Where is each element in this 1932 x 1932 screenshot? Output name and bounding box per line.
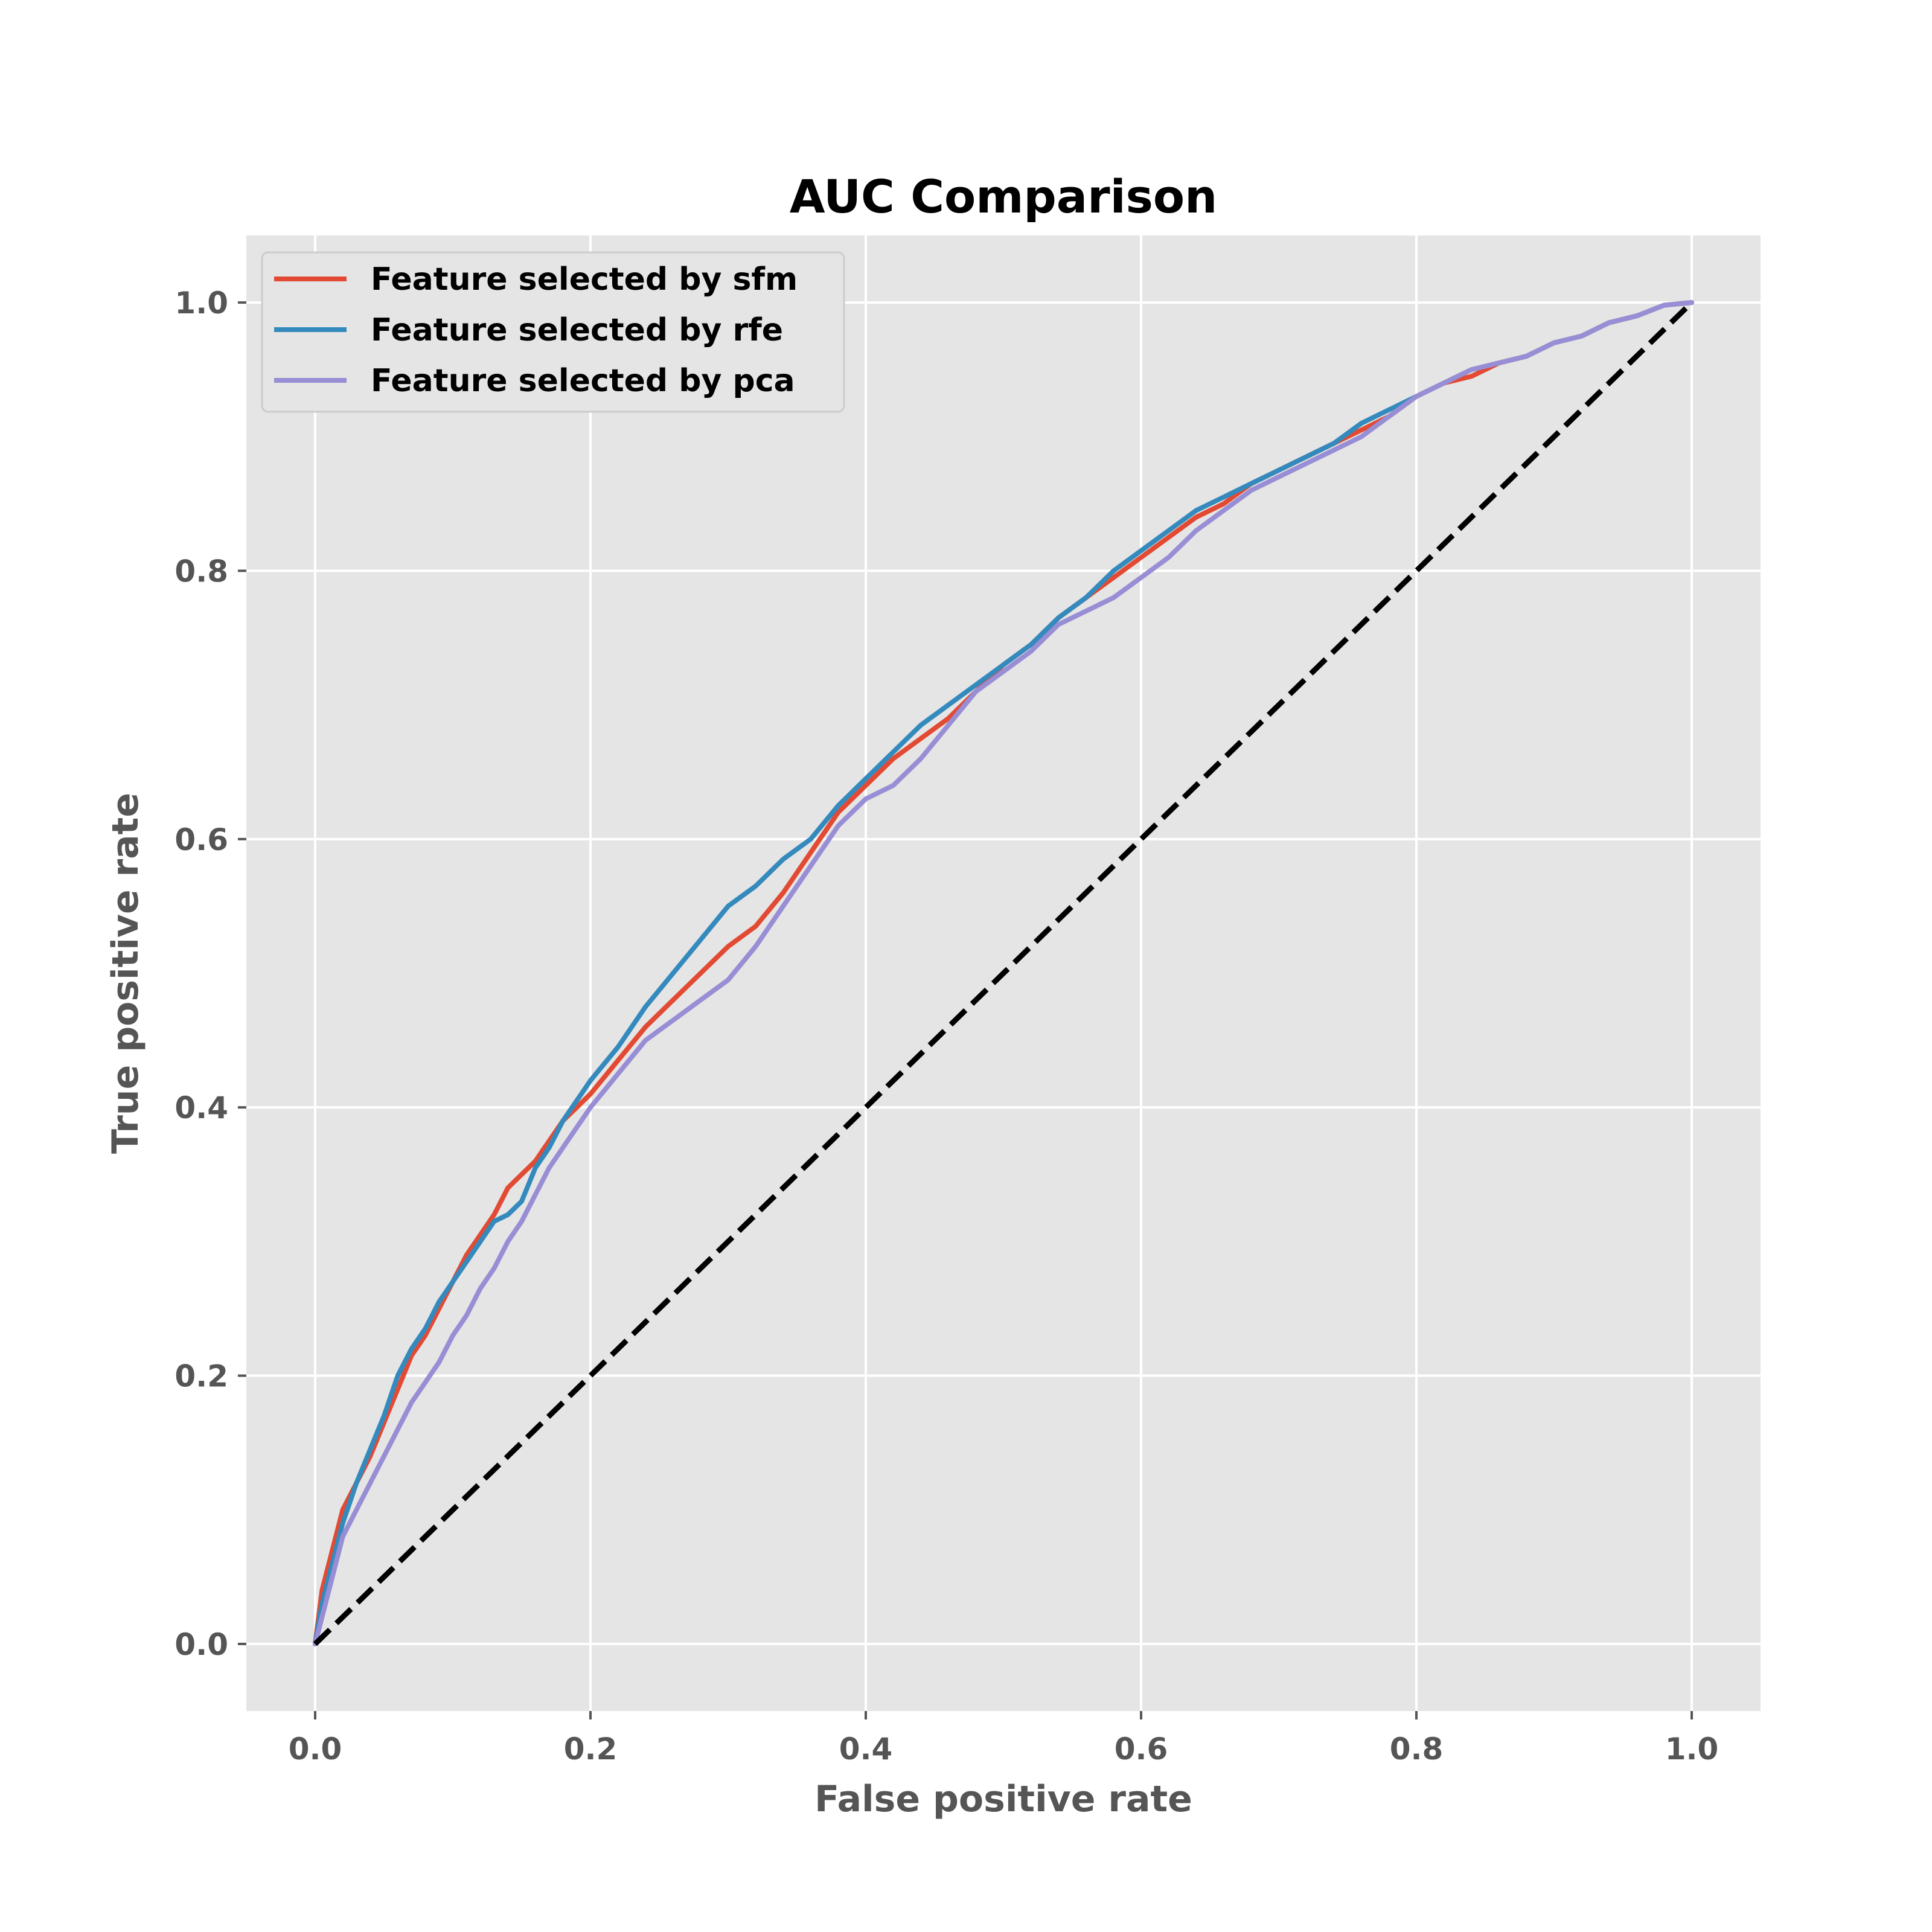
legend-label: Feature selected by rfe (371, 312, 783, 348)
series-line-3 (313, 300, 1694, 1646)
y-tick-label: 0.8 (174, 554, 228, 589)
legend-label: Feature selected by sfm (371, 261, 798, 298)
legend: Feature selected by sfm Feature selected … (261, 251, 845, 413)
x-axis-label: False positive rate (814, 1778, 1192, 1820)
x-tick-label: 0.2 (564, 1732, 618, 1767)
legend-box (261, 251, 845, 413)
x-tick-label: 0.4 (839, 1732, 893, 1767)
y-axis-label: True positive rate (104, 793, 147, 1154)
chart-title: AUC Comparison (790, 170, 1217, 223)
y-tick-label: 0.2 (174, 1359, 228, 1394)
chance-diagonal-line (313, 300, 1694, 1646)
y-tick-label: 0.4 (174, 1090, 228, 1125)
y-tick-label: 0.6 (174, 822, 228, 857)
legend-label: Feature selected by pca (371, 363, 795, 399)
y-tick-label: 0.0 (174, 1627, 228, 1662)
axis-ticks: 0.0 0.2 0.4 0.6 0.8 1.0 0.0 0.2 0.4 0.6 0.8 1.0 (174, 286, 1718, 1767)
grid-lines (246, 235, 1761, 1711)
x-tick-label: 0.0 (289, 1732, 342, 1767)
y-tick-label: 1.0 (174, 286, 228, 321)
x-tick-label: 1.0 (1665, 1732, 1719, 1767)
x-tick-label: 0.8 (1390, 1732, 1444, 1767)
x-tick-label: 0.6 (1115, 1732, 1168, 1767)
series-lines (313, 300, 1694, 1646)
